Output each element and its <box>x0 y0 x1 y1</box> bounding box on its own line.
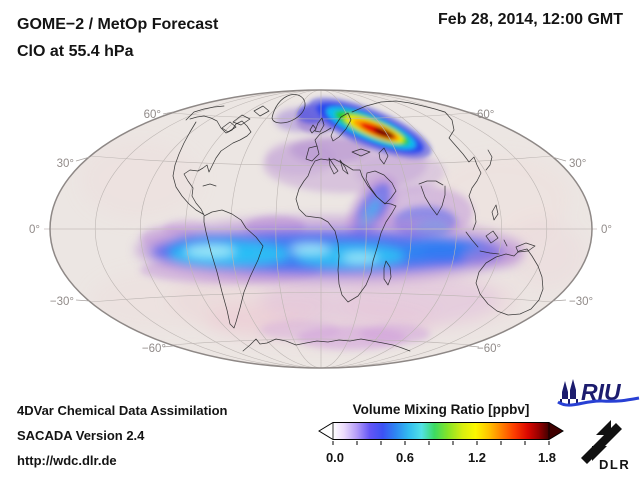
colorbar-tick-label-2: 1.2 <box>468 450 486 465</box>
riu-logo: RIU <box>557 379 640 407</box>
colorbar-title: Volume Mixing Ratio [ppbv] <box>353 402 530 417</box>
lat-label-right-60: 60° <box>477 109 494 121</box>
page-title-line1: GOME−2 / MetOp Forecast <box>17 16 219 33</box>
riu-swoosh <box>557 396 640 407</box>
lat-label-left-m30: −30° <box>50 296 74 308</box>
latitude-labels: 60° 30° 0° −30° −60° 60° 30° 0° −30° −60… <box>29 109 612 355</box>
lat-label-right-m30: −30° <box>569 296 593 308</box>
hotspot-streak <box>296 97 432 159</box>
footer-line1: 4DVar Chemical Data Assimilation <box>17 403 228 418</box>
colorbar-ticks <box>332 441 550 445</box>
lat-label-left-30: 30° <box>57 158 74 170</box>
datetime-label: Feb 28, 2014, 12:00 GMT <box>438 11 623 28</box>
lat-label-right-30: 30° <box>569 158 586 170</box>
colorbar: Volume Mixing Ratio [ppbv] 0.0 0.6 1.2 1… <box>318 402 564 465</box>
lat-label-left-m60: −60° <box>142 343 166 355</box>
lat-label-right-0: 0° <box>601 224 612 236</box>
page-title-line2: ClO at 55.4 hPa <box>17 43 134 60</box>
map-globe-outline <box>49 89 593 369</box>
dlr-logo-text: DLR <box>599 457 630 472</box>
footer-attribution: 4DVar Chemical Data Assimilation SACADA … <box>17 398 228 473</box>
colorbar-tick-label-3: 1.8 <box>538 450 556 465</box>
colorbar-tick-label-1: 0.6 <box>396 450 414 465</box>
footer-line3: http://wdc.dlr.de <box>17 453 117 468</box>
riu-cathedral-icon <box>560 379 578 404</box>
clo-data-overlay <box>80 97 585 350</box>
dlr-logo: DLR <box>581 420 630 472</box>
colorbar-gradient-bar <box>318 422 564 440</box>
dlr-wing-icon <box>581 420 622 464</box>
header-titles: GOME−2 / MetOp Forecast ClO at 55.4 hPa <box>17 11 218 65</box>
lat-label-left-60: 60° <box>144 109 161 121</box>
coastlines <box>172 94 559 352</box>
footer-line2: SACADA Version 2.4 <box>17 428 145 443</box>
lat-label-right-m60: −60° <box>477 343 501 355</box>
lat-label-left-0: 0° <box>29 224 40 236</box>
tropical-band <box>135 216 525 284</box>
graticule <box>44 90 597 368</box>
colorbar-tick-label-0: 0.0 <box>326 450 344 465</box>
